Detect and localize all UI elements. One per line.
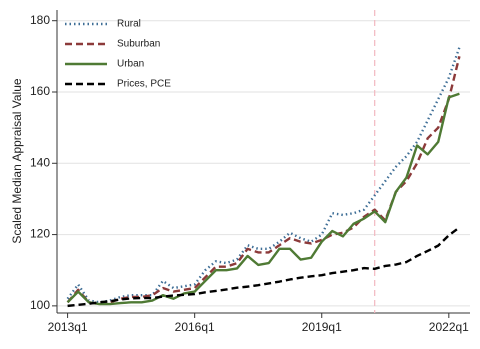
series-line: [66, 47, 461, 304]
series-line: [66, 56, 461, 306]
legend-label: Suburban: [117, 39, 160, 50]
x-tick-label: 2022q1: [429, 320, 469, 334]
legend-label: Rural: [117, 19, 141, 30]
legend-label: Prices, PCE: [117, 79, 171, 90]
x-tick-label: 2019q1: [302, 320, 342, 334]
y-tick-label: 140: [30, 155, 50, 169]
legend-label: Urban: [117, 59, 144, 70]
series-line: [66, 92, 460, 306]
y-tick-label: 160: [30, 84, 50, 98]
legend: Rural Suburban Urban Prices, PCE: [65, 19, 171, 90]
x-tick-label: 2013q1: [48, 320, 88, 334]
x-tick-label: 2016q1: [175, 320, 215, 334]
y-tick-label: 180: [30, 13, 50, 27]
y-axis-label: Scaled Median Appraisal Value: [10, 78, 24, 244]
y-tick-label: 100: [30, 298, 50, 312]
y-tick-label: 120: [30, 227, 50, 241]
